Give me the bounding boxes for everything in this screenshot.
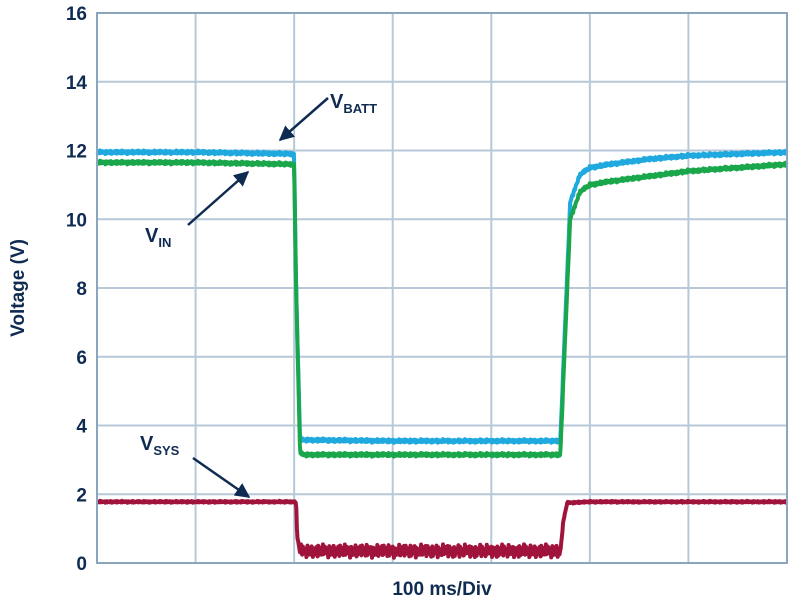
annotation-arrow-vsys [192, 456, 251, 499]
series-vin [95, 158, 789, 459]
annotation-arrow-vbatt [278, 97, 329, 141]
series-layer [95, 148, 789, 560]
x-axis-title: 100 ms/Div [392, 579, 492, 600]
y-tick-label: 0 [76, 554, 87, 575]
y-tick-label: 12 [66, 142, 87, 163]
annotation-label-vbatt: VBATT [330, 91, 377, 116]
y-tick-labels: 0 2 4 6 8 10 12 14 16 [66, 4, 88, 575]
plot-frame [96, 12, 788, 564]
y-tick-label: 16 [66, 4, 87, 25]
y-tick-label: 8 [76, 279, 87, 300]
series-vbatt [95, 148, 789, 445]
y-tick-label: 2 [76, 485, 87, 506]
y-tick-label: 10 [66, 210, 87, 231]
series-vsys [95, 498, 789, 560]
y-axis-title: Voltage (V) [8, 239, 29, 337]
annotations: VBATT VIN VSYS [140, 91, 377, 499]
y-tick-label: 14 [66, 73, 88, 94]
annotation-label-vsys: VSYS [140, 433, 180, 458]
y-tick-label: 6 [76, 348, 87, 369]
annotation-arrow-vin [187, 171, 250, 226]
grid [97, 13, 787, 563]
annotation-label-vin: VIN [145, 225, 171, 250]
y-tick-label: 4 [76, 417, 87, 438]
